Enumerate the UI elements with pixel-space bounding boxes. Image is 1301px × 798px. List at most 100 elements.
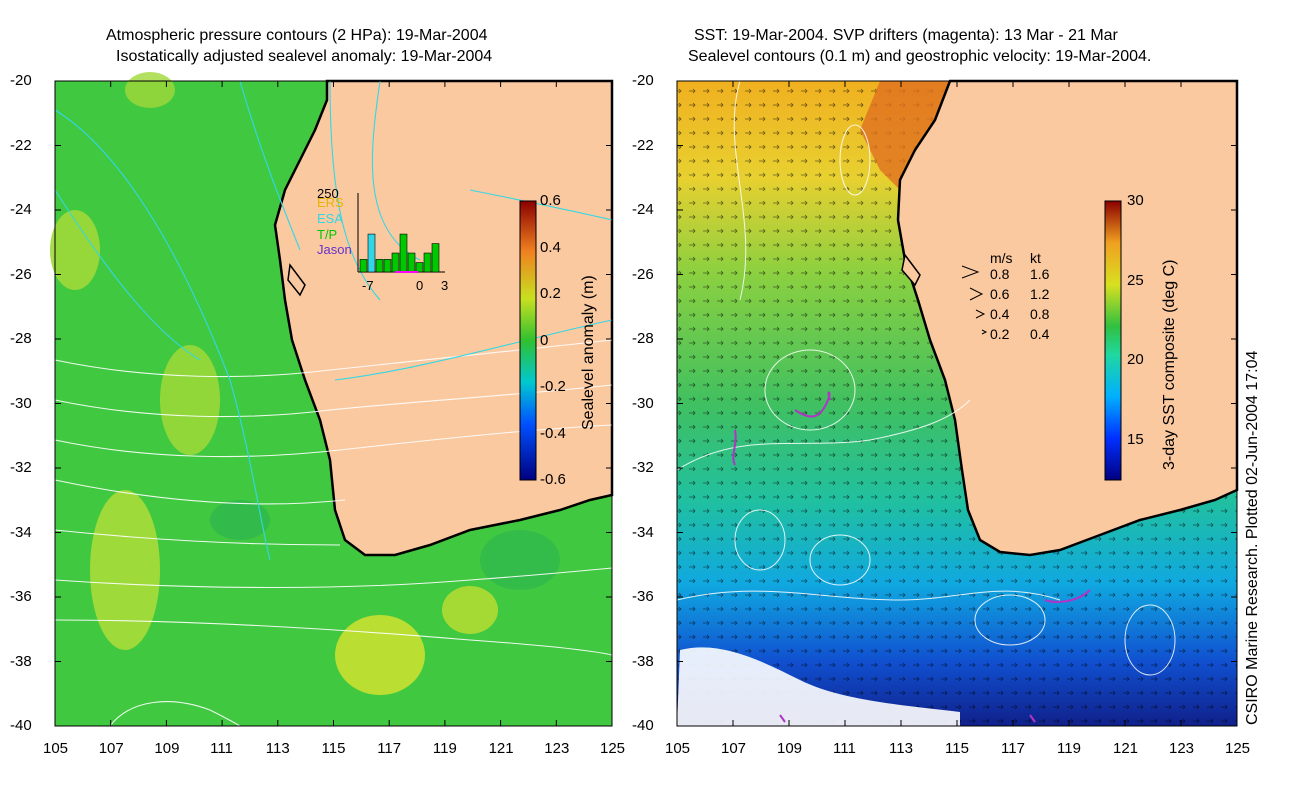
velocity-ms: 0.4: [990, 306, 1010, 322]
credit-text: CSIRO Marine Research. Plotted 02-Jun-20…: [1244, 350, 1261, 725]
lon-tick-left: 125: [600, 740, 626, 757]
lon-tick-right: 117: [1001, 740, 1025, 757]
inset-legend-esa: ESA: [317, 211, 344, 226]
right-title-line1: SST: 19-Mar-2004. SVP drifters (magenta)…: [694, 27, 1118, 44]
velocity-kt: 0.4: [1030, 326, 1050, 342]
lon-tick-left: 121: [488, 740, 514, 757]
inset-bar: [383, 259, 392, 273]
velocity-kt: 0.8: [1030, 306, 1050, 322]
inset-legend-tp: T/P: [317, 227, 338, 242]
sla-colorbar-tick: 0.4: [540, 238, 561, 256]
inset-xtick-0: 0: [416, 278, 424, 293]
velocity-kt: 1.2: [1030, 286, 1050, 302]
lat-tick-left: -20: [10, 72, 32, 89]
sla-colorbar-tick: 0: [540, 331, 549, 349]
lat-tick-left: -22: [10, 136, 32, 154]
lat-tick-right: -26: [632, 265, 654, 283]
lon-tick-right: 125: [1225, 740, 1251, 757]
lat-tick-left: -32: [10, 459, 32, 476]
lon-tick-left: 123: [544, 740, 570, 757]
velocity-legend-arrows: [961, 265, 988, 335]
sla-colorbar-tick: -0.6: [540, 471, 566, 488]
lon-tick-right: 113: [889, 740, 913, 757]
inset-bar: [359, 259, 368, 273]
inset-legend-jason: Jason: [317, 242, 352, 257]
lon-tick-right: 119: [1057, 740, 1081, 757]
lat-tick-right: -34: [632, 523, 654, 541]
lat-tick-right: -22: [632, 136, 654, 154]
sst-colorbar-tick: 20: [1127, 351, 1144, 369]
inset-ymax: 250: [317, 186, 339, 201]
right-map: [676, 79, 1239, 726]
sla-colorbar-label: Sealevel anomaly (m): [580, 275, 597, 430]
lat-tick-right: -28: [632, 330, 654, 347]
lat-tick-right: -30: [632, 394, 654, 412]
right-land: [896, 79, 1239, 557]
lat-tick-left: -36: [10, 588, 32, 605]
lon-tick-right: 109: [777, 740, 803, 757]
lat-tick-left: -38: [10, 652, 32, 670]
lon-tick-left: 105: [43, 740, 69, 757]
lon-tick-left: 111: [210, 740, 233, 757]
lon-tick-left: 117: [377, 740, 402, 757]
sst-colorbar-tick: 15: [1127, 431, 1144, 449]
lon-tick-right: 107: [721, 740, 747, 757]
pressure-contours-cyan: [54, 80, 613, 561]
lon-tick-right: 123: [1169, 740, 1195, 757]
velocity-header-kt: kt: [1030, 250, 1041, 266]
lon-tick-right: 105: [665, 740, 691, 757]
lon-tick-right: 121: [1113, 740, 1139, 757]
lat-tick-left: -28: [10, 330, 32, 347]
lat-tick-right: -36: [632, 588, 654, 605]
inset-bar: [367, 233, 376, 273]
lon-tick-left: 113: [265, 740, 290, 757]
lon-tick-left: 119: [432, 740, 457, 757]
inset-legend-ers: ERS: [317, 195, 344, 210]
lat-tick-left: -24: [10, 201, 32, 218]
lat-tick-right: -24: [632, 201, 654, 218]
left-title-line1: Atmospheric pressure contours (2 HPa): 1…: [106, 27, 488, 44]
velocity-ms: 0.6: [990, 286, 1010, 302]
sst-colorbar-tick: 25: [1127, 271, 1144, 289]
sst-colorbar-tick: 30: [1127, 192, 1144, 209]
lon-tick-left: 115: [321, 740, 346, 757]
left-map: [50, 72, 614, 727]
inset-bar: [391, 252, 400, 273]
lon-tick-right: 115: [945, 740, 969, 757]
lat-tick-right: -20: [632, 72, 654, 89]
inset-xtick-3: 3: [441, 278, 449, 293]
inset-bar: [431, 243, 440, 273]
lat-tick-left: -34: [10, 523, 32, 541]
velocity-ms: 0.2: [990, 326, 1010, 342]
inset-bar: [375, 259, 384, 273]
lat-tick-right: -38: [632, 652, 654, 670]
inset-bar: [399, 233, 408, 273]
right-title-line2: Sealevel contours (0.1 m) and geostrophi…: [688, 48, 1152, 65]
sst-colorbar-label: 3-day SST composite (deg C): [1161, 259, 1178, 470]
sst-colorbar: [1104, 200, 1122, 481]
inset-bar: [415, 262, 424, 273]
lat-tick-right: -40: [632, 717, 654, 734]
sla-colorbar-tick: -0.2: [540, 378, 566, 395]
lon-tick-left: 109: [154, 740, 180, 757]
left-title-line2: Isostatically adjusted sealevel anomaly:…: [116, 48, 493, 65]
lon-tick-left: 107: [98, 740, 124, 757]
sla-colorbar: [519, 200, 537, 481]
sla-colorbar-tick: 0.2: [540, 285, 561, 302]
lat-tick-left: -40: [10, 717, 32, 734]
sla-colorbar-tick: -0.4: [540, 424, 566, 442]
sla-colorbar-tick: 0.6: [540, 192, 561, 209]
inset-bar: [407, 252, 416, 273]
velocity-kt: 1.6: [1030, 266, 1050, 282]
velocity-header-ms: m/s: [990, 250, 1013, 266]
lat-tick-left: -30: [10, 394, 32, 412]
sealevel-contours: [676, 80, 1176, 676]
velocity-ms: 0.8: [990, 266, 1010, 282]
svp-drifters: [732, 391, 1091, 723]
lat-tick-right: -32: [632, 459, 654, 476]
inset-xtick-neg7: -7: [362, 278, 374, 293]
inset-histogram: [357, 193, 445, 273]
lat-tick-left: -26: [10, 265, 32, 283]
inset-bar: [423, 252, 432, 273]
